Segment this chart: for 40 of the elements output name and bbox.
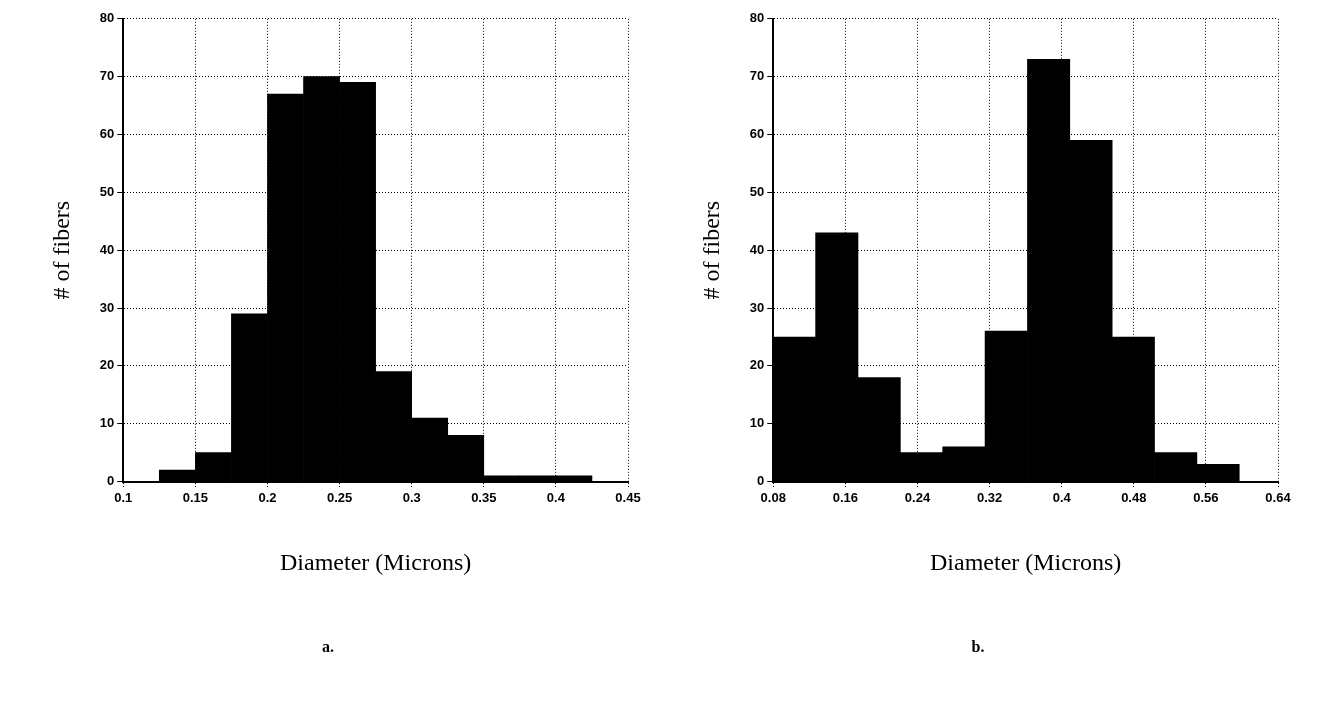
y-tick-label: 30 (749, 299, 765, 315)
y-tick-label: 40 (749, 241, 765, 257)
y-tick-label: 70 (99, 68, 115, 84)
y-tick-label: 80 (749, 10, 765, 26)
y-tick-label: 20 (99, 357, 115, 373)
x-tick-label: 0.4 (546, 489, 566, 505)
y-tick-label: 80 (99, 10, 115, 26)
y-tick-label: 30 (99, 299, 115, 315)
x-tick-label: 0.64 (1265, 489, 1292, 505)
y-tick-label: 0 (107, 473, 115, 489)
x-tick-label: 0.3 (402, 489, 421, 505)
y-tick-label: 50 (99, 183, 115, 199)
x-tick-label: 0.1 (114, 489, 133, 505)
y-tick-label: 40 (99, 241, 115, 257)
y-tick-label: 60 (99, 126, 115, 142)
x-tick-label: 0.48 (1121, 489, 1147, 505)
y-tick-label: 50 (749, 183, 765, 199)
y-tick-label: 10 (99, 415, 115, 431)
x-tick-label: 0.2 (258, 489, 277, 505)
y-tick-label: 70 (749, 68, 765, 84)
x-tick-label: 0.4 (1052, 489, 1072, 505)
x-tick-label: 0.32 (976, 489, 1003, 505)
text: b. (970, 638, 986, 656)
x-axis-title: Diameter (Microns) (930, 548, 1122, 575)
x-tick-label: 0.08 (760, 489, 786, 505)
y-tick-label: 60 (749, 126, 765, 142)
x-tick-label: 0.56 (1193, 489, 1219, 505)
x-tick-label: 0.16 (832, 489, 859, 505)
x-tick-label: 0.45 (615, 489, 641, 505)
x-tick-label: 0.24 (904, 489, 931, 505)
x-tick-label: 0.25 (326, 489, 353, 505)
y-axis-title: # of fibers (697, 200, 724, 300)
x-axis-title: Diameter (Microns) (280, 548, 472, 575)
y-tick-label: 0 (757, 473, 765, 489)
x-tick-label: 0.35 (471, 489, 497, 505)
y-axis-title: # of fibers (47, 200, 74, 300)
text: a. (321, 638, 335, 656)
x-tick-label: 0.15 (182, 489, 209, 505)
y-tick-label: 10 (749, 415, 765, 431)
y-tick-label: 20 (749, 357, 765, 373)
